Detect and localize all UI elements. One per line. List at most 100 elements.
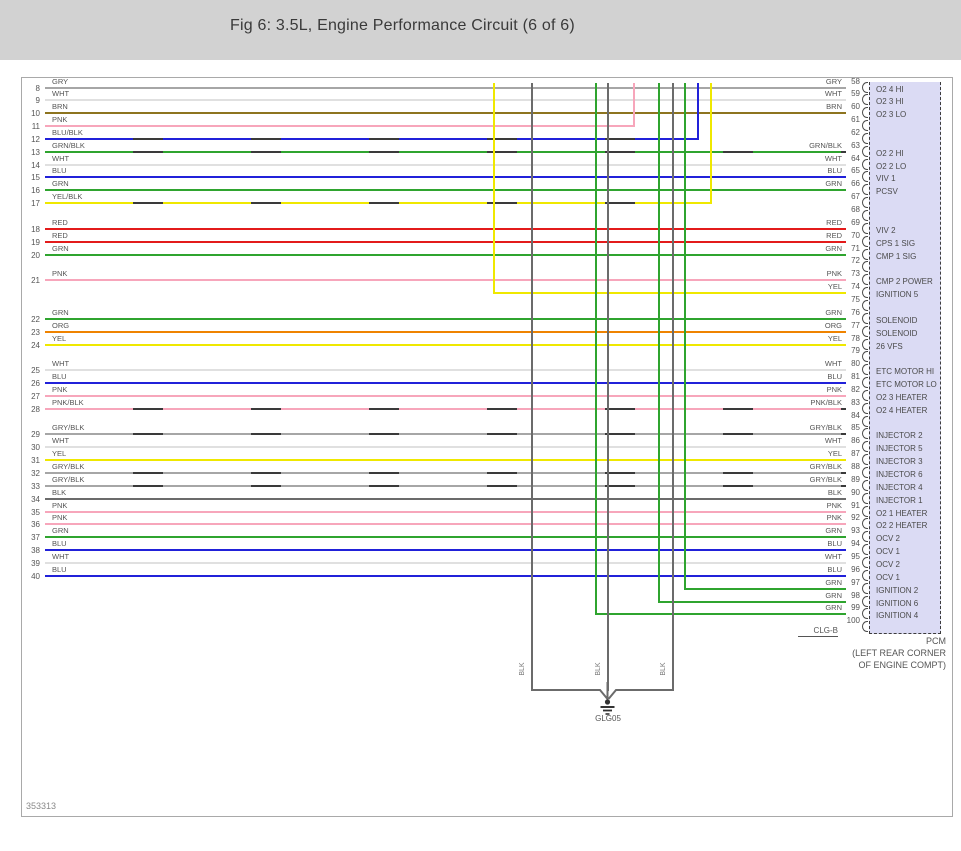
wire-color-label: WHT — [824, 436, 842, 446]
wire-line — [45, 279, 846, 282]
wire-line — [45, 176, 846, 179]
connector-pin-arc — [862, 299, 868, 311]
connector-pin-arc — [862, 222, 868, 234]
wire-line — [45, 382, 846, 385]
circuit-row-number: 40 — [31, 571, 40, 581]
connector-pin-arc — [862, 454, 868, 466]
circuit-row-number: 15 — [31, 173, 40, 183]
wire-line — [493, 292, 846, 295]
circuit-row-number: 10 — [31, 109, 40, 119]
connector-pin-label: CPS 1 SIG — [876, 238, 916, 248]
pin-number: 73 — [851, 269, 860, 279]
connector-pin-label: OCV 1 — [876, 547, 901, 557]
wire-color-label: YEL — [827, 282, 842, 292]
pin-number: 87 — [851, 449, 860, 459]
wire-color-label: WHT — [824, 359, 842, 369]
pin-number: 78 — [851, 333, 860, 343]
wire-line — [45, 202, 712, 205]
wire-line — [45, 227, 846, 230]
wire-line — [45, 536, 846, 539]
circuit-row-number: 34 — [31, 494, 40, 504]
wire-color-label: WHT — [52, 436, 70, 446]
wire-line — [45, 163, 846, 166]
wire-color-label: BLU — [827, 372, 842, 382]
pcm-location-label: PCM (LEFT REAR CORNER OF ENGINE COMPT) — [746, 635, 946, 671]
connector-pin-label: O2 2 HEATER — [876, 521, 928, 531]
wire-color-label: RED — [826, 217, 842, 227]
pin-number: 95 — [851, 551, 860, 561]
pcm-location-line1: (LEFT REAR CORNER — [852, 648, 946, 658]
wire-line — [45, 549, 846, 552]
wire-color-label: GRN/BLK — [52, 140, 85, 150]
connector-pin-arc — [862, 171, 868, 183]
connector-pin-arc — [862, 467, 868, 478]
pin-number: 63 — [851, 140, 860, 150]
wire-color-label: YEL — [827, 449, 842, 459]
wire-line — [45, 407, 846, 410]
wire-color-label: GRN — [825, 577, 842, 587]
connector-pin-arc — [862, 505, 868, 517]
connector-pin-label: OCV 1 — [876, 572, 901, 582]
wire-color-label: PNK — [52, 500, 68, 510]
wire-color-label: YEL/BLK — [52, 192, 83, 202]
connector-pin-label: IGNITION 5 — [876, 290, 919, 300]
connector-pin-label: VIV 1 — [876, 174, 896, 184]
circuit-row-number: 33 — [31, 481, 40, 491]
ground-wire-color-label: BLK — [660, 662, 667, 676]
wire-line — [45, 253, 846, 256]
connector-pin-label: CMP 2 POWER — [876, 277, 933, 287]
pin-number: 100 — [846, 616, 860, 626]
connector-pin-arc — [862, 312, 868, 324]
connector-pin-arc — [862, 595, 868, 607]
ground-wire-color-label: BLK — [595, 662, 602, 676]
pin-number: 74 — [851, 282, 860, 292]
wire-color-label: BLU — [52, 372, 67, 382]
connector-pin-arc — [862, 402, 868, 414]
connector-pin-arc — [862, 197, 868, 209]
connector-pin-arc — [862, 145, 868, 157]
wire-line — [595, 83, 597, 616]
connector-pin-label: PCSV — [876, 187, 898, 197]
connector-pin-arc — [862, 248, 868, 260]
connector-pin-arc — [862, 261, 868, 273]
wire-line — [595, 613, 846, 616]
wire-color-label: PNK — [52, 384, 68, 394]
pin-number: 62 — [851, 127, 860, 137]
connector-pin-label: INJECTOR 4 — [876, 482, 923, 492]
connector-pin-arc — [862, 158, 868, 170]
wire-line — [45, 99, 846, 102]
connector-pin-arc — [862, 492, 868, 504]
wire-line — [45, 561, 846, 564]
connector-pin-arc — [862, 556, 868, 568]
wire-color-label: YEL — [827, 333, 842, 343]
wire-line — [684, 587, 846, 590]
circuit-row-number: 20 — [31, 250, 40, 260]
pin-number: 70 — [851, 230, 860, 240]
circuit-row-number: 12 — [31, 134, 40, 144]
pin-number: 97 — [851, 577, 860, 587]
pin-number: 58 — [851, 76, 860, 86]
wire-color-label: GRN — [825, 243, 842, 253]
pin-number: 80 — [851, 359, 860, 369]
connector-pin-arc — [862, 287, 868, 299]
connector-pin-arc — [862, 81, 868, 93]
wire-line — [45, 510, 846, 513]
connector-pin-arc — [862, 338, 868, 350]
wire-line — [658, 600, 846, 603]
wire-color-label: GRY/BLK — [809, 462, 842, 471]
wire-line — [45, 484, 846, 487]
wire-line — [697, 83, 699, 140]
wire-line — [45, 112, 846, 115]
wire-color-label: WHT — [824, 551, 842, 561]
ground-wire-color-label: BLK — [519, 662, 526, 676]
circuit-row-number: 13 — [31, 147, 40, 157]
circuit-row-number: 28 — [31, 404, 40, 414]
ground-wire-line — [531, 83, 533, 691]
pin-number: 76 — [851, 307, 860, 317]
wire-color-label: BRN — [52, 102, 68, 112]
wire-color-label: GRN — [52, 526, 69, 536]
wire-color-label: PNK — [826, 384, 842, 394]
pin-number: 81 — [851, 372, 860, 382]
circuit-row-number: 24 — [31, 340, 40, 350]
wire-color-label: PNK — [826, 513, 842, 523]
